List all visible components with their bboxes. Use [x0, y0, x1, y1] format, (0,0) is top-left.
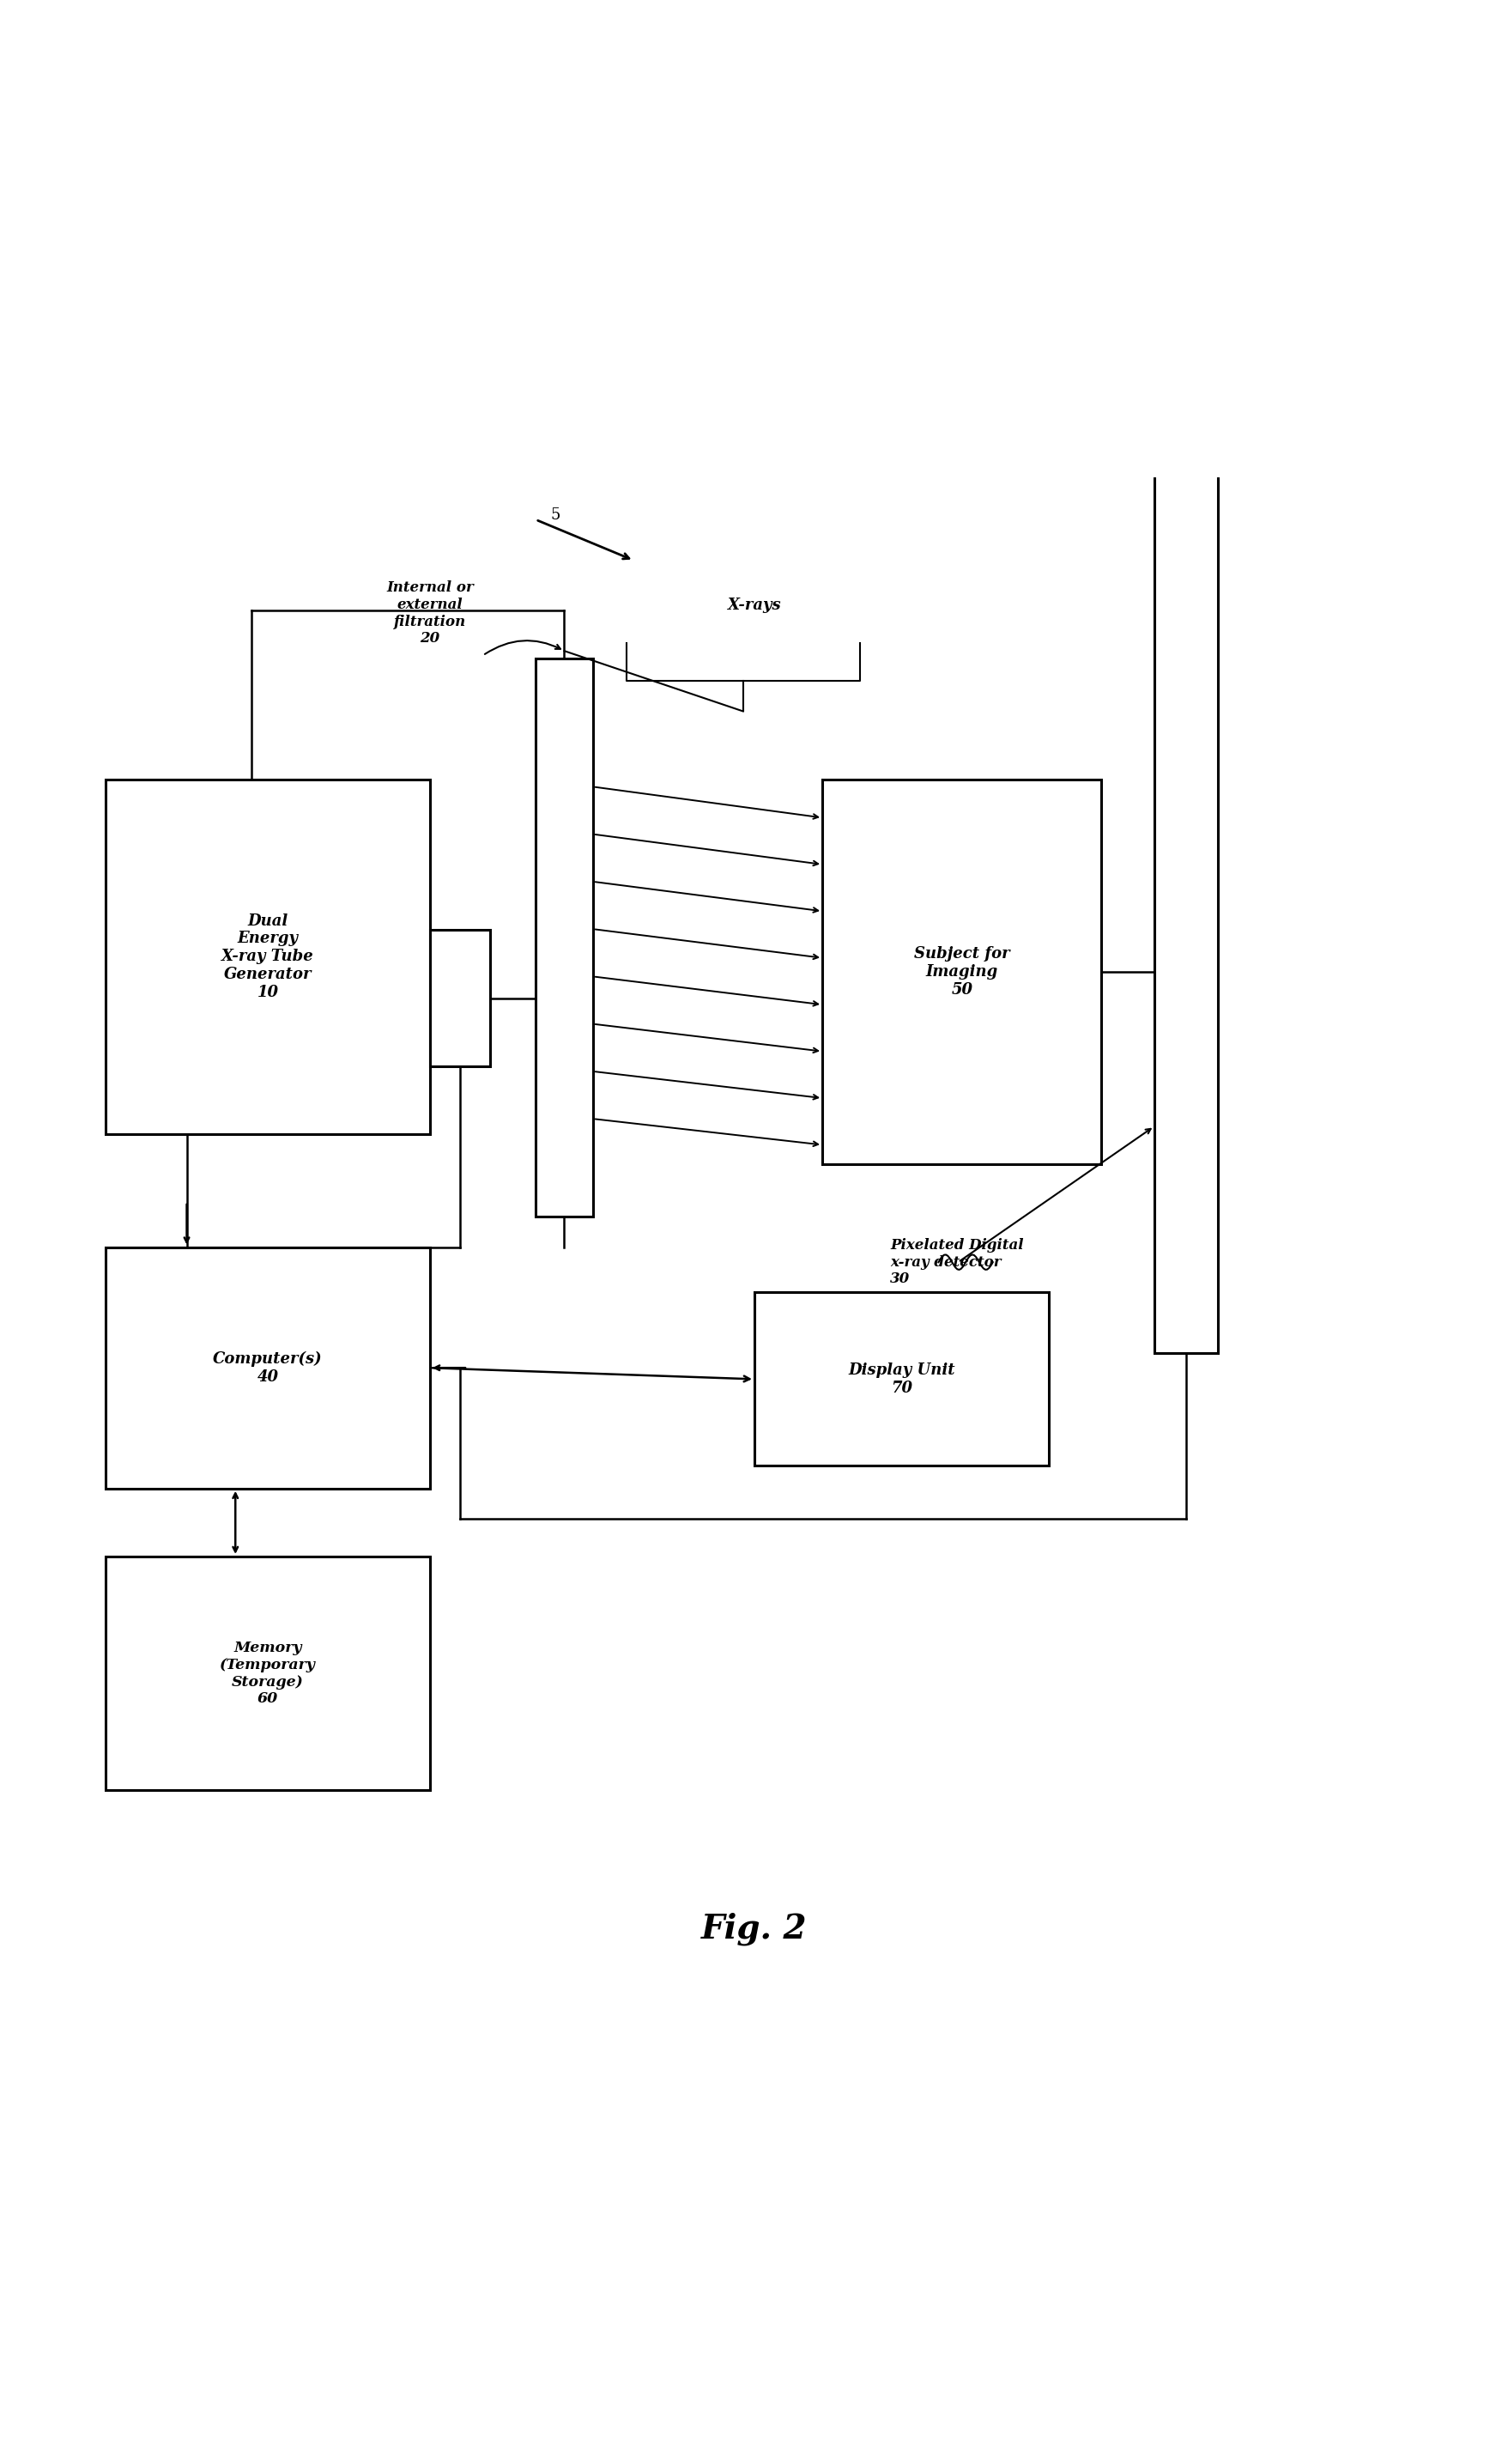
FancyBboxPatch shape: [1154, 446, 1217, 1353]
Text: Display Unit
70: Display Unit 70: [847, 1363, 955, 1395]
FancyBboxPatch shape: [106, 1557, 430, 1791]
FancyBboxPatch shape: [822, 779, 1101, 1163]
FancyBboxPatch shape: [430, 929, 490, 1067]
Text: 5: 5: [550, 508, 559, 522]
Text: Memory
(Temporary
Storage)
60: Memory (Temporary Storage) 60: [220, 1641, 315, 1705]
FancyBboxPatch shape: [106, 1247, 430, 1488]
FancyBboxPatch shape: [106, 779, 430, 1133]
Text: X-rays: X-rays: [727, 599, 781, 614]
Text: Internal or
external
filtration
20: Internal or external filtration 20: [386, 582, 474, 646]
Text: Subject for
Imaging
50: Subject for Imaging 50: [914, 946, 1009, 998]
FancyBboxPatch shape: [754, 1294, 1048, 1466]
Text: Computer(s)
40: Computer(s) 40: [213, 1350, 323, 1385]
FancyBboxPatch shape: [535, 658, 593, 1217]
Text: Dual
Energy
X-ray Tube
Generator
10: Dual Energy X-ray Tube Generator 10: [222, 914, 314, 1000]
Text: Fig. 2: Fig. 2: [701, 1912, 807, 1947]
Text: Pixelated Digital
x-ray detector
30: Pixelated Digital x-ray detector 30: [890, 1237, 1024, 1286]
